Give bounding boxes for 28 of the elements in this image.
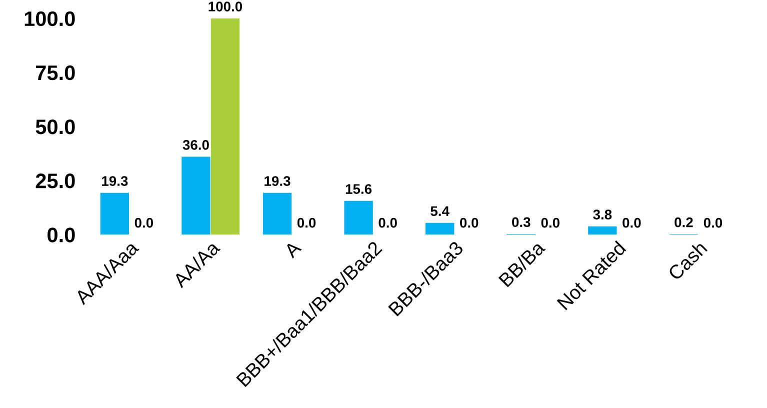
data-label: 3.8: [593, 210, 612, 220]
data-label: 15.6: [346, 184, 372, 194]
data-label: 0.0: [541, 218, 560, 228]
bar: [344, 200, 373, 235]
data-label: 0.0: [378, 218, 397, 228]
y-tick-label: 0.0: [48, 228, 75, 242]
bar: [182, 156, 210, 235]
data-label: 0.0: [704, 218, 722, 228]
data-label: 0.0: [460, 218, 478, 228]
data-label: 100.0: [208, 2, 242, 12]
bar: [100, 192, 130, 235]
data-label: 0.0: [297, 218, 316, 228]
bar: [588, 226, 617, 235]
bar: [426, 222, 454, 235]
data-label: 5.4: [430, 206, 450, 216]
bar: [210, 18, 240, 235]
data-label: 0.0: [134, 218, 154, 228]
bar: [262, 192, 292, 235]
data-label: 0.2: [674, 217, 693, 228]
data-label: 19.3: [102, 176, 128, 186]
data-label: 0.3: [512, 217, 530, 228]
y-tick-label: 50.0: [36, 119, 75, 134]
y-tick-label: 100.0: [24, 11, 75, 26]
data-label: 36.0: [182, 140, 209, 150]
data-label: 19.3: [264, 176, 290, 186]
data-label: 0.0: [622, 218, 641, 228]
y-tick-label: 75.0: [36, 65, 75, 80]
y-tick-label: 25.0: [36, 174, 75, 188]
